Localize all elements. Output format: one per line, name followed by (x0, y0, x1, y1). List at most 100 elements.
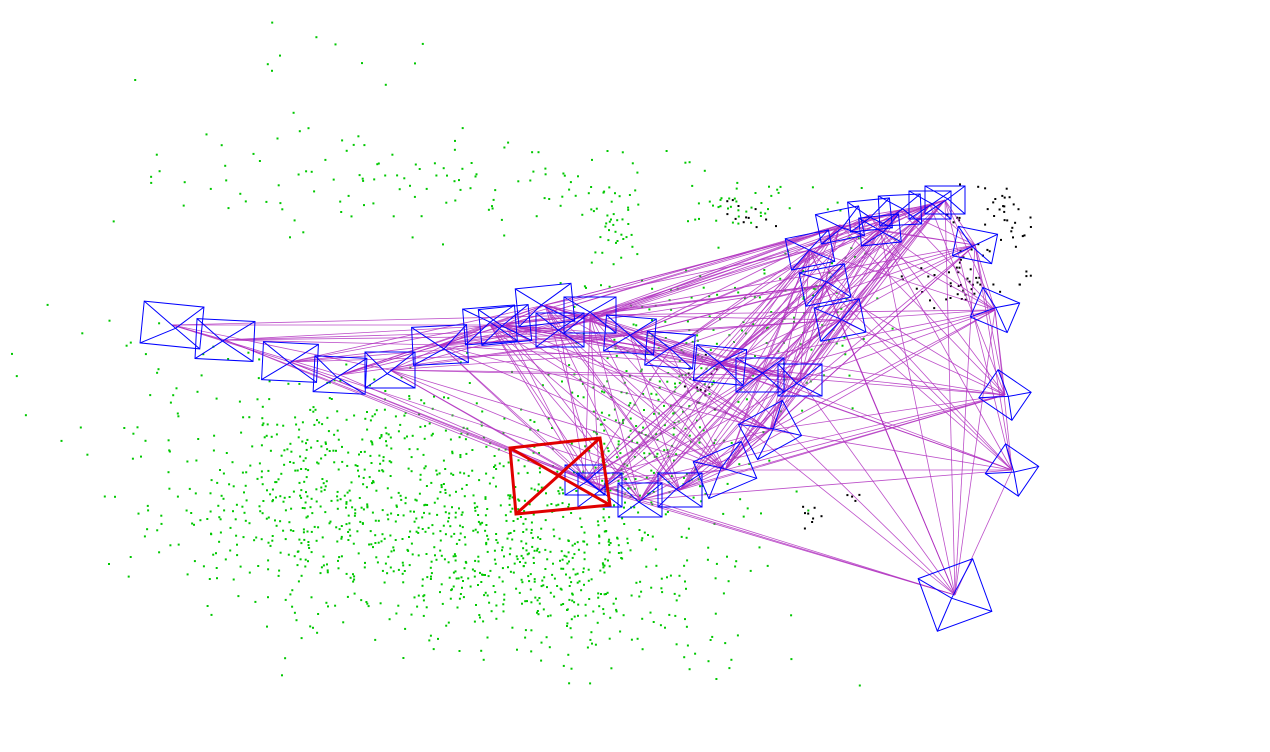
map-point (265, 517, 268, 520)
map-point (620, 256, 623, 259)
map-point (620, 551, 623, 554)
map-point (378, 437, 381, 440)
map-point (266, 423, 269, 426)
map-point (176, 412, 179, 415)
map-point (336, 495, 339, 498)
map-point (365, 486, 368, 489)
map-point (649, 611, 652, 614)
map-point (622, 418, 625, 421)
map-point (664, 320, 667, 323)
map-point (959, 249, 962, 252)
map-point (587, 568, 590, 571)
map-point (239, 565, 242, 568)
map-point (548, 646, 551, 649)
map-point (551, 427, 553, 429)
map-point (858, 684, 861, 687)
map-point (555, 504, 558, 507)
map-point (360, 599, 363, 602)
map-point (410, 470, 413, 473)
map-point (262, 422, 265, 425)
map-point (356, 465, 359, 467)
map-point (537, 429, 540, 432)
map-point (305, 448, 308, 451)
map-point (310, 530, 313, 533)
covisibility-edge (724, 249, 811, 471)
keyframe-frustum-icon (411, 324, 469, 366)
map-point (390, 550, 393, 553)
map-point (579, 378, 582, 381)
map-point (430, 572, 433, 575)
map-point (436, 513, 439, 516)
map-point (479, 616, 481, 619)
keyframe-frustum-icon (261, 341, 319, 383)
map-point (579, 517, 582, 520)
map-point (643, 452, 646, 455)
map-point (468, 382, 471, 384)
map-point (323, 488, 326, 491)
keyframe-frustum-icon (603, 314, 657, 356)
map-point (302, 459, 305, 462)
map-point (606, 591, 609, 594)
map-point (560, 567, 563, 570)
map-point (399, 423, 402, 426)
map-point (240, 431, 243, 434)
map-point (383, 537, 386, 540)
map-point (704, 353, 707, 356)
map-point (319, 505, 322, 508)
map-point (447, 397, 450, 400)
map-point (545, 636, 548, 639)
map-point (243, 491, 245, 494)
map-point (475, 604, 477, 606)
keyframe-frustum-icon (917, 558, 993, 632)
map-point (634, 478, 637, 481)
map-point (242, 416, 245, 419)
map-point (523, 465, 526, 468)
map-point (479, 523, 482, 526)
map-point (668, 613, 671, 616)
map-point (537, 483, 540, 486)
map-point (604, 530, 607, 533)
map-point (256, 477, 259, 480)
map-point (458, 597, 461, 600)
map-point (518, 591, 521, 594)
map-point (544, 568, 547, 570)
map-point (302, 528, 305, 531)
map-point (608, 637, 611, 640)
map-point (262, 500, 265, 502)
map-point (620, 557, 623, 559)
map-point (807, 512, 810, 515)
map-point (569, 181, 572, 184)
covisibility-edge (439, 344, 601, 491)
map-point (374, 534, 377, 537)
map-point (146, 528, 149, 531)
map-point (668, 491, 671, 494)
covisibility-edge (719, 309, 996, 366)
map-point (538, 452, 540, 455)
map-point (515, 587, 518, 590)
covisibility-edge (599, 469, 726, 491)
covisibility-edge (584, 224, 841, 481)
map-point (320, 445, 323, 448)
map-point (190, 512, 193, 514)
map-point (473, 575, 476, 578)
map-point (536, 599, 539, 602)
map-point (309, 506, 312, 509)
map-point (690, 296, 693, 299)
map-point (722, 439, 725, 442)
map-point (274, 519, 276, 522)
map-point (289, 442, 292, 445)
map-point (377, 541, 380, 544)
map-point (550, 503, 553, 505)
map-point (999, 290, 1002, 293)
map-point (568, 585, 571, 587)
map-point (553, 535, 556, 538)
map-point (511, 496, 514, 499)
covisibility-edge (929, 204, 1006, 396)
map-point (462, 580, 464, 582)
map-point (260, 538, 263, 541)
map-point (411, 236, 414, 239)
map-point (708, 200, 711, 203)
map-point (271, 539, 274, 542)
